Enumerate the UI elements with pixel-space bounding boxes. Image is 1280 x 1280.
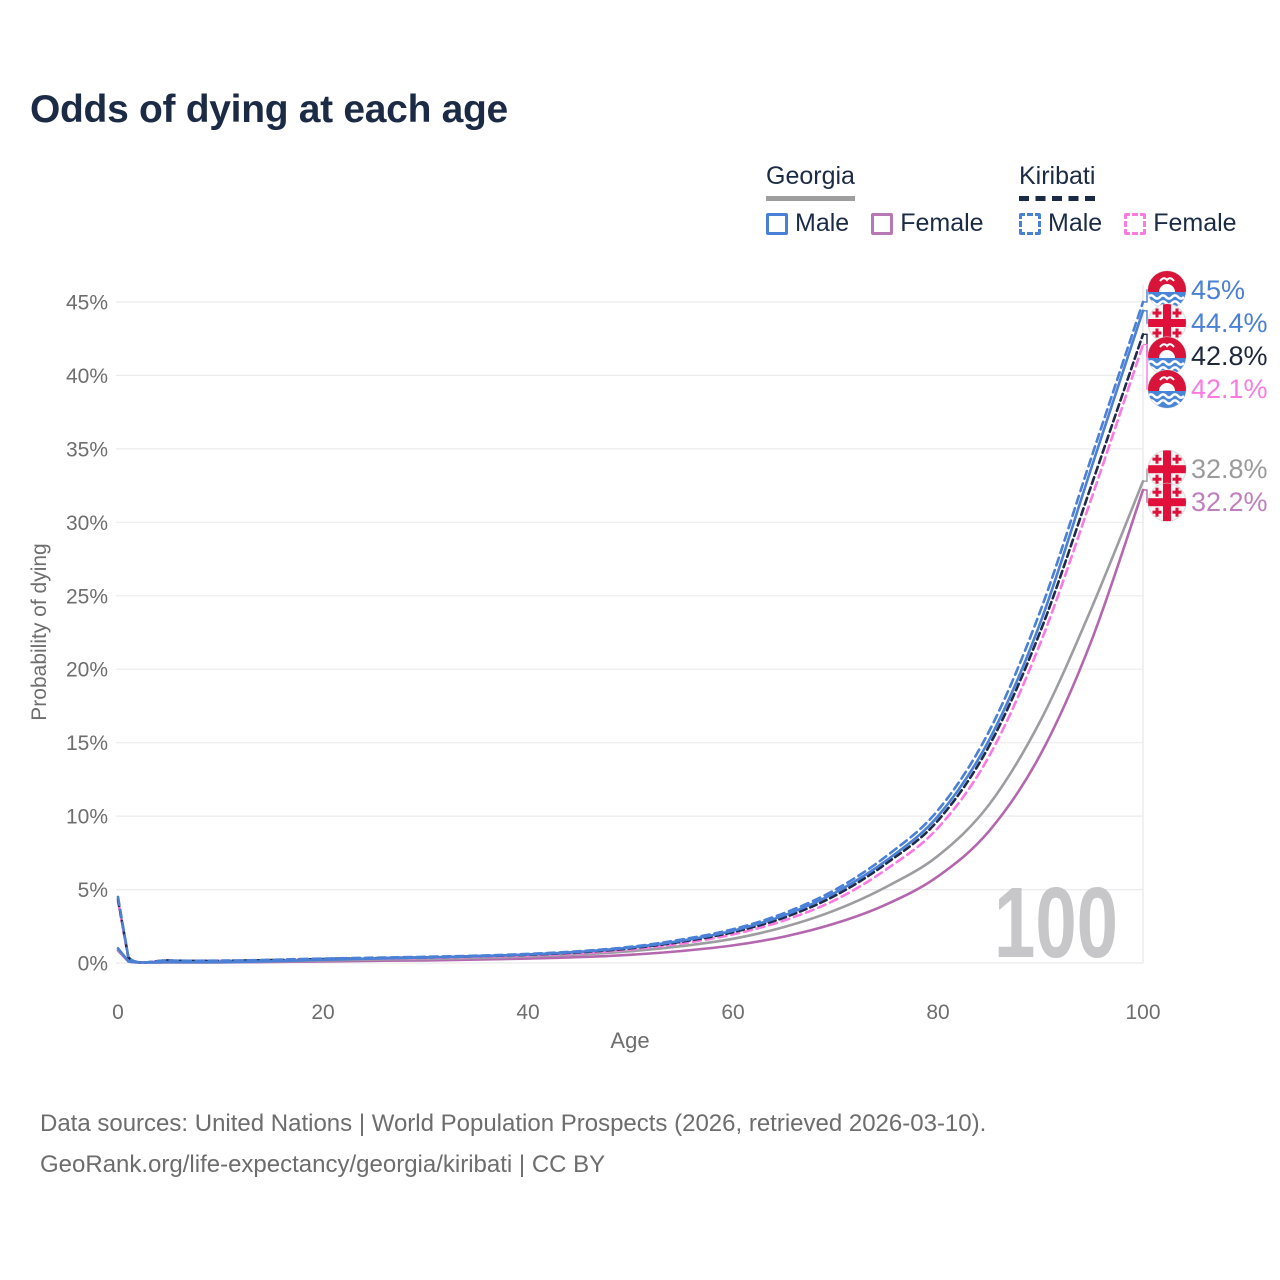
series-line-kiribati-female [116, 343, 1145, 964]
x-tick-label: 100 [1125, 1001, 1160, 1024]
end-value-label: 44.4% [1191, 308, 1268, 338]
data-sources-text: Data sources: United Nations | World Pop… [40, 1110, 987, 1137]
legend-group-georgia: Georgia Male Female [766, 162, 984, 238]
georgia-flag-icon [1147, 449, 1187, 489]
y-tick-label: 10% [66, 806, 108, 829]
x-tick-label: 0 [112, 1001, 124, 1024]
y-tick-label: 20% [66, 659, 108, 682]
legend-label: Male [1048, 209, 1103, 237]
series-line-kiribati-both-sexes- [116, 333, 1145, 964]
georgia-flag-icon [1147, 482, 1187, 522]
x-axis-title: Age [610, 1028, 649, 1053]
y-tick-label: 15% [66, 732, 108, 755]
legend-item-georgia-male[interactable]: Male [766, 209, 849, 238]
legend-georgia-header[interactable]: Georgia [766, 162, 855, 201]
y-tick-label: 5% [78, 879, 108, 902]
georgia-female-swatch [871, 212, 894, 235]
x-tick-label: 80 [926, 1001, 949, 1024]
attribution-text: GeoRank.org/life-expectancy/georgia/kiri… [40, 1150, 606, 1178]
y-tick-label: 30% [66, 512, 108, 535]
legend-item-kiribati-male[interactable]: Male [1019, 209, 1102, 238]
x-tick-label: 60 [721, 1001, 744, 1024]
chart-footer: Data sources: United Nations | World Pop… [40, 1104, 986, 1186]
series-line-kiribati-male [116, 300, 1145, 964]
legend-label: Female [900, 209, 984, 237]
georgia-flag-icon [1147, 303, 1187, 343]
y-axis-title: Probability of dying [28, 543, 51, 720]
y-tick-label: 35% [66, 438, 108, 461]
x-tick-label: 20 [311, 1001, 334, 1024]
legend-item-georgia-female[interactable]: Female [871, 209, 984, 238]
georgia-male-swatch [766, 212, 788, 235]
end-value-label: 32.8% [1191, 454, 1268, 484]
line-chart-canvas[interactable]: 0% 5% 10% 15% 20% 25% 30% 35% 40% 45% 0 20 40 60 80 100… [0, 0, 1280, 1090]
end-value-label: 45% [1191, 275, 1245, 305]
kiribati-flag-icon [1147, 270, 1187, 310]
kiribati-flag-icon [1147, 336, 1187, 376]
y-tick-label: 25% [66, 585, 108, 608]
series-line-georgia-female [116, 488, 1145, 964]
kiribati-flag-icon [1147, 369, 1187, 409]
y-tick-label: 45% [66, 292, 108, 315]
legend-label: Male [795, 209, 850, 237]
legend-kiribati-header[interactable]: Kiribati [1019, 162, 1096, 201]
y-tick-label: 40% [66, 365, 108, 388]
legend-group-kiribati: Kiribati Male Female [1019, 162, 1237, 238]
legend-label: Female [1153, 209, 1237, 237]
series-line-georgia-male [116, 309, 1145, 964]
end-value-label: 42.1% [1191, 374, 1268, 404]
end-value-label: 42.8% [1191, 341, 1268, 371]
series-line-georgia-both-sexes- [116, 479, 1145, 964]
x-tick-label: 40 [516, 1001, 539, 1024]
legend-item-kiribati-female[interactable]: Female [1124, 209, 1237, 238]
hover-age-watermark: 100 [994, 867, 1118, 979]
kiribati-male-swatch [1019, 212, 1041, 235]
kiribati-female-swatch [1124, 212, 1147, 235]
end-value-label: 32.2% [1191, 487, 1268, 517]
page-title: Odds of dying at each age [30, 88, 508, 131]
y-tick-label: 0% [78, 953, 108, 976]
